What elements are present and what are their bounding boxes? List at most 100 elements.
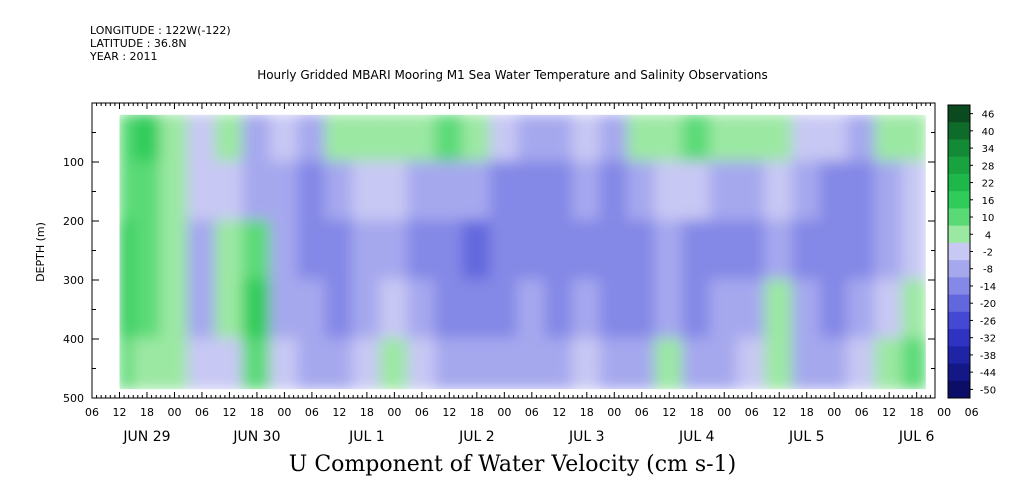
heatmap-cell [627,279,657,340]
heatmap-cell [654,220,685,281]
x-tick-label: 00 [717,406,731,419]
x-tick-label: 00 [497,406,511,419]
x-tick-label: 06 [855,406,869,419]
heatmap-cell [682,220,712,281]
heatmap-cell [434,220,465,281]
latitude-label: LATITUDE : 36.8N [90,37,187,50]
heatmap-cell [187,161,217,222]
heatmap-cell [874,220,904,281]
colorbar: 46 40 34 28 22 16 10 4 -2 -8 -14 -20 -26 -32 -38 -44 -50 [947,104,996,399]
colorbar-label: -26 [980,316,996,327]
colorbar-swatch [948,294,970,313]
heatmap-cell [654,113,685,163]
heatmap-cell [736,220,767,281]
x-day-label: JUN 29 [122,429,170,445]
colorbar-label: -32 [980,334,996,345]
colorbar-label: -2 [983,248,993,259]
heatmap-cell [118,113,135,163]
x-tick-label: 06 [415,406,429,419]
colorbar-label: 4 [985,230,991,241]
x-tick-label: 12 [552,406,566,419]
x-tick-label: 12 [222,406,236,419]
heatmap-cell [118,220,135,281]
heatmap-cell [379,161,410,222]
heatmap-cell [544,338,575,391]
heatmap-cell [764,338,794,391]
heatmap-cell [572,279,602,340]
x-day-label: JUN 30 [232,429,280,445]
heatmap-cell [269,113,300,163]
heatmap-cell [819,161,849,222]
x-tick-label: 06 [745,406,759,419]
colorbar-label: 28 [982,161,995,172]
heatmap-cell [489,338,520,391]
x-tick-label: 18 [580,406,594,419]
heatmap-cell [434,161,465,222]
heatmap-cell [489,161,520,222]
heatmap-cell [324,161,355,222]
heatmap-cell [599,338,630,391]
heatmap-cell [846,113,877,163]
heatmap-blur-group [118,113,927,391]
colorbar-swatch [948,311,970,330]
heatmap-cell [324,338,355,391]
heatmap-cell [489,220,520,281]
heatmap-cell [379,220,410,281]
heatmap-cell [407,338,437,391]
colorbar-label: -20 [980,299,996,310]
heatmap-cell [297,279,327,340]
heatmap-cell [791,338,822,391]
heatmap-cell [819,113,849,163]
heatmap-cell [517,338,547,391]
heatmap-cell [434,338,465,391]
heatmap-cell [379,279,410,340]
x-day-label: JUL 2 [458,429,495,445]
heatmap-cell [352,161,382,222]
heatmap-cell [352,220,382,281]
x-tick-label: 12 [882,406,896,419]
x-tick-label: 18 [690,406,704,419]
heatmap-cell [214,338,245,391]
heatmap-cell [544,161,575,222]
heatmap-cell [132,113,162,163]
heatmap-cell [709,220,739,281]
x-tick-label: 12 [442,406,456,419]
x-tick-label: 18 [140,406,154,419]
heatmap-cell [682,113,712,163]
heatmap-cell [627,161,657,222]
x-tick-label: 12 [332,406,346,419]
heatmap-cell [901,161,927,222]
heatmap-cell [682,161,712,222]
x-tick-label: 00 [387,406,401,419]
colorbar-swatch [948,363,970,382]
heatmap-cell [874,279,904,340]
heatmap-cell [709,161,739,222]
x-tick-label: 00 [937,406,951,419]
heatmap-cell [297,220,327,281]
heatmap-cell [709,279,739,340]
heatmap-cell [297,113,327,163]
x-tick-label: 18 [800,406,814,419]
heatmap-cell [434,279,465,340]
heatmap-cell [517,161,547,222]
heatmap-cell [118,338,135,391]
x-tick-label: 06 [305,406,319,419]
x-tick-label: 06 [195,406,209,419]
colorbar-swatch [948,225,970,244]
colorbar-label: 22 [982,179,995,190]
no-data-region [92,389,935,398]
heatmap-cell [242,338,272,391]
heatmap-cell [517,220,547,281]
heatmap-cell [517,113,547,163]
heatmap-cell [709,338,739,391]
x-tick-label: 18 [250,406,264,419]
x-day-label: JUL 5 [788,429,825,445]
x-tick-label: 12 [112,406,126,419]
x-tick-label: 12 [662,406,676,419]
colorbar-label: -44 [980,368,996,379]
heatmap-cell [874,113,904,163]
y-tick-label: 500 [63,392,84,405]
colorbar-label: 40 [982,127,995,138]
heatmap-cell [407,220,437,281]
heatmap-cell [187,279,217,340]
